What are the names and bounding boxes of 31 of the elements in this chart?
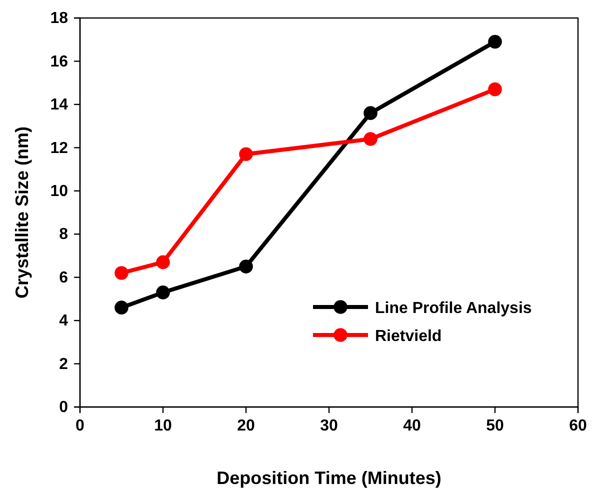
point bbox=[156, 255, 170, 270]
y-tick-label: 16 bbox=[50, 53, 68, 70]
x-tick-label: 60 bbox=[569, 417, 587, 434]
legend-label: Rietvield bbox=[375, 328, 442, 345]
point bbox=[114, 300, 128, 314]
y-tick-label: 0 bbox=[59, 399, 68, 416]
x-tick-label: 40 bbox=[403, 417, 421, 434]
y-tick-label: 4 bbox=[59, 312, 68, 330]
x-tick-label: 0 bbox=[76, 417, 85, 434]
point bbox=[488, 34, 502, 49]
x-tick-label: 10 bbox=[154, 417, 172, 434]
x-axis-title: Deposition Time (Minutes) bbox=[216, 468, 442, 488]
x-tick-label: 50 bbox=[486, 417, 504, 434]
x-tick-label: 20 bbox=[237, 417, 255, 434]
point bbox=[364, 106, 378, 120]
y-tick-label: 2 bbox=[59, 356, 68, 373]
point bbox=[364, 132, 378, 146]
y-tick-label: 10 bbox=[50, 183, 68, 200]
x-tick-label: 30 bbox=[320, 417, 338, 434]
y-tick-label: 18 bbox=[50, 10, 68, 28]
point bbox=[114, 266, 128, 280]
y-tick-label: 12 bbox=[50, 140, 68, 157]
legend-label: Line Profile Analysis bbox=[375, 300, 532, 317]
point bbox=[239, 260, 253, 274]
y-tick-label: 8 bbox=[59, 226, 68, 244]
point bbox=[239, 147, 253, 162]
point bbox=[156, 286, 170, 300]
point bbox=[488, 82, 502, 96]
y-tick-label: 14 bbox=[50, 96, 68, 114]
y-axis-title: Crystallite Size (nm) bbox=[12, 126, 32, 299]
y-tick-label: 6 bbox=[59, 269, 68, 286]
